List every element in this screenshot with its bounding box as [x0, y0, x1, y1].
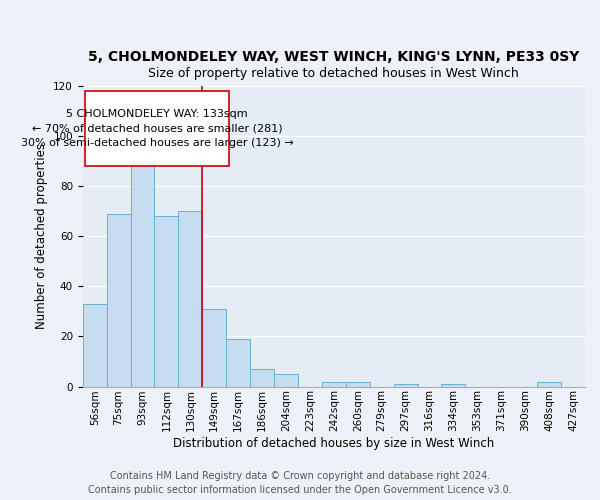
Bar	[394, 384, 418, 386]
Title: 5, CHOLMONDELEY WAY, WEST WINCH, KING'S LYNN, PE33 0SY: 5, CHOLMONDELEY WAY, WEST WINCH, KING'S …	[88, 50, 580, 64]
Bar	[442, 384, 466, 386]
Bar	[178, 211, 202, 386]
Bar	[250, 369, 274, 386]
Bar	[322, 382, 346, 386]
FancyBboxPatch shape	[85, 91, 229, 166]
Bar	[154, 216, 178, 386]
Text: Contains HM Land Registry data © Crown copyright and database right 2024.
Contai: Contains HM Land Registry data © Crown c…	[88, 471, 512, 495]
Bar	[83, 304, 107, 386]
Bar	[226, 339, 250, 386]
Text: Size of property relative to detached houses in West Winch: Size of property relative to detached ho…	[148, 67, 519, 80]
Bar	[346, 382, 370, 386]
Bar	[274, 374, 298, 386]
Bar	[131, 136, 154, 386]
Y-axis label: Number of detached properties: Number of detached properties	[35, 144, 48, 330]
Bar	[202, 309, 226, 386]
Bar	[107, 214, 131, 386]
Text: 5 CHOLMONDELEY WAY: 133sqm
← 70% of detached houses are smaller (281)
30% of sem: 5 CHOLMONDELEY WAY: 133sqm ← 70% of deta…	[20, 109, 293, 148]
X-axis label: Distribution of detached houses by size in West Winch: Distribution of detached houses by size …	[173, 437, 494, 450]
Bar	[537, 382, 561, 386]
